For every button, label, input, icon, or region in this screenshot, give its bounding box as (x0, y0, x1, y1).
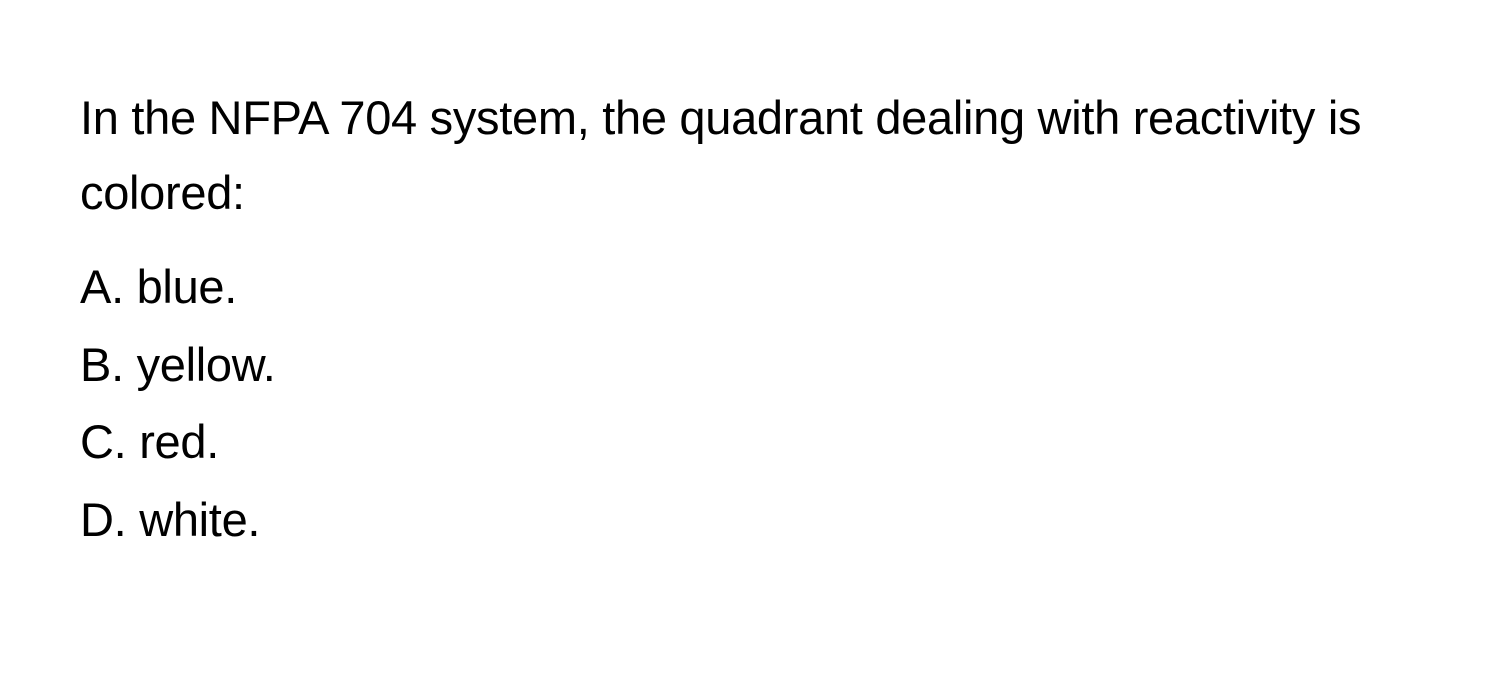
option-a-label: A (80, 260, 111, 313)
option-c-text: red. (139, 415, 219, 468)
option-separator: . (114, 415, 140, 468)
question-container: In the NFPA 704 system, the quadrant dea… (80, 80, 1420, 559)
option-separator: . (111, 260, 137, 313)
option-separator: . (111, 338, 137, 391)
option-b-label: B (80, 338, 111, 391)
question-text: In the NFPA 704 system, the quadrant dea… (80, 80, 1420, 230)
option-c-label: C (80, 415, 114, 468)
option-a: A. blue. (80, 248, 1420, 326)
option-d-label: D (80, 493, 114, 546)
option-b-text: yellow. (137, 338, 276, 391)
option-c: C. red. (80, 403, 1420, 481)
option-d: D. white. (80, 481, 1420, 559)
option-separator: . (114, 493, 140, 546)
option-d-text: white. (139, 493, 260, 546)
option-a-text: blue. (137, 260, 237, 313)
option-b: B. yellow. (80, 326, 1420, 404)
